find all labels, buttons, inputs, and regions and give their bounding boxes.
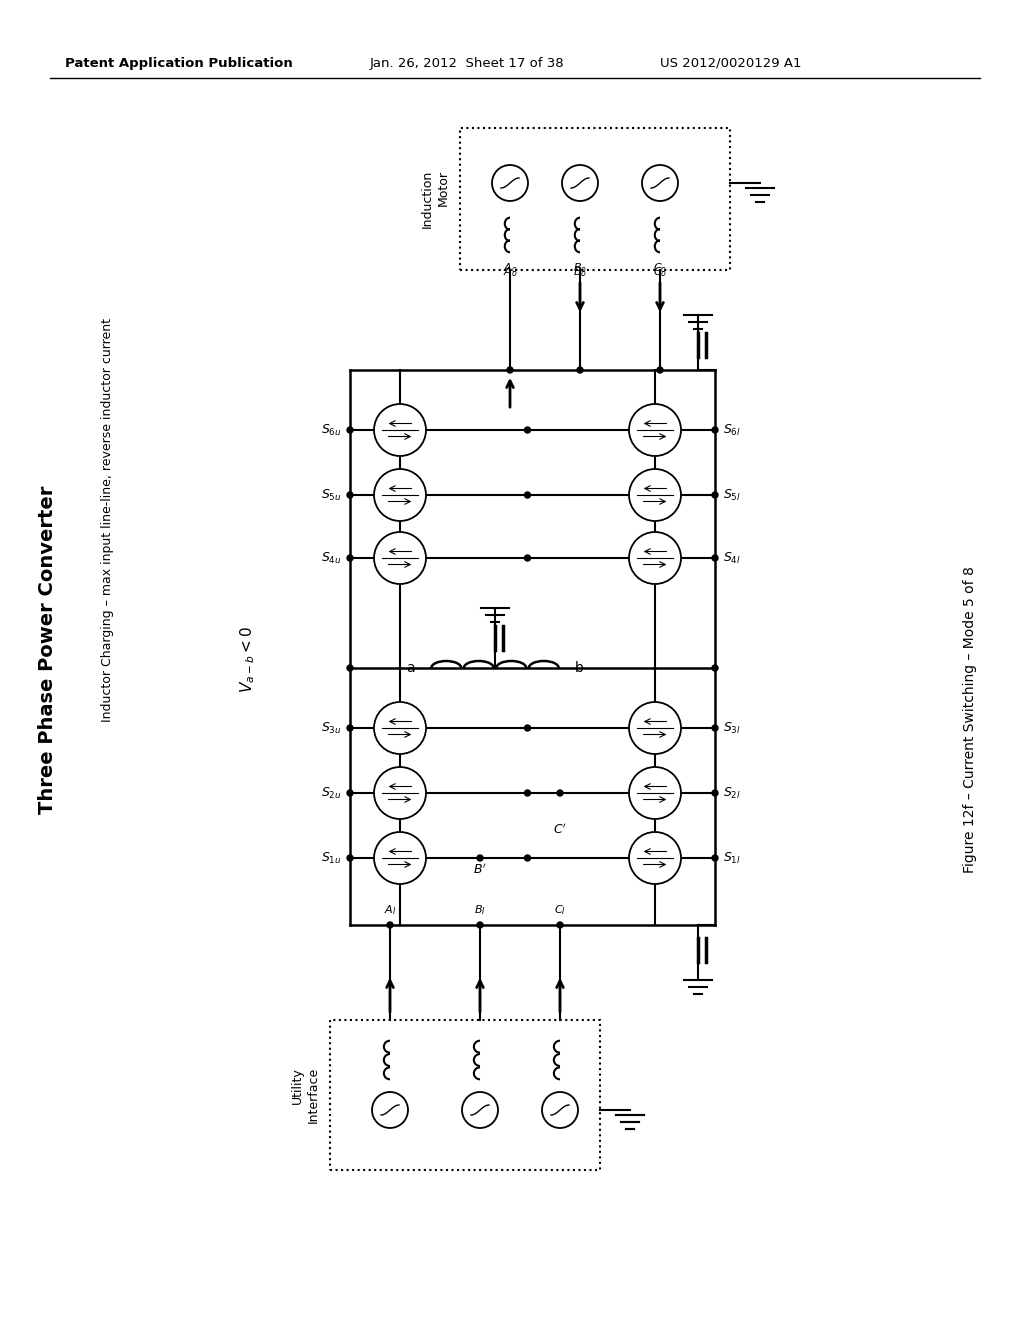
Text: $A_I$: $A_I$: [384, 903, 396, 917]
Circle shape: [374, 832, 426, 884]
Text: Induction
Motor: Induction Motor: [421, 170, 450, 228]
Circle shape: [477, 921, 483, 928]
Text: $S_{4l}$: $S_{4l}$: [723, 550, 741, 565]
Circle shape: [387, 921, 393, 928]
Circle shape: [557, 789, 563, 796]
Text: $A_o$: $A_o$: [503, 265, 517, 279]
Circle shape: [712, 665, 718, 671]
Text: Three Phase Power Converter: Three Phase Power Converter: [39, 486, 57, 814]
Circle shape: [374, 767, 426, 818]
Text: $B'$: $B'$: [473, 863, 486, 878]
Text: $B_o$: $B_o$: [573, 265, 587, 279]
Text: Jan. 26, 2012  Sheet 17 of 38: Jan. 26, 2012 Sheet 17 of 38: [370, 57, 564, 70]
Text: Figure 12f – Current Switching – Mode 5 of 8: Figure 12f – Current Switching – Mode 5 …: [963, 566, 977, 874]
Circle shape: [347, 725, 353, 731]
Text: Inductor Charging – max input line-line, reverse inductor current: Inductor Charging – max input line-line,…: [101, 318, 115, 722]
Text: $S_{2u}$: $S_{2u}$: [322, 785, 342, 800]
Circle shape: [577, 367, 583, 374]
Circle shape: [629, 702, 681, 754]
Circle shape: [629, 767, 681, 818]
Circle shape: [374, 469, 426, 521]
Text: $S_{3u}$: $S_{3u}$: [322, 721, 342, 735]
Text: $S_{1u}$: $S_{1u}$: [322, 850, 342, 866]
Circle shape: [524, 426, 530, 433]
Circle shape: [557, 921, 563, 928]
Circle shape: [712, 855, 718, 861]
Text: $C_o$: $C_o$: [653, 261, 667, 275]
Circle shape: [347, 426, 353, 433]
Circle shape: [524, 492, 530, 498]
Circle shape: [524, 725, 530, 731]
Text: $V_{a-b} < 0$: $V_{a-b} < 0$: [239, 627, 257, 693]
Circle shape: [629, 532, 681, 583]
Text: $S_{5u}$: $S_{5u}$: [322, 487, 342, 503]
Text: $B_o$: $B_o$: [573, 261, 587, 275]
Circle shape: [347, 855, 353, 861]
Text: $S_{2l}$: $S_{2l}$: [723, 785, 741, 800]
Text: $C'$: $C'$: [553, 822, 567, 837]
Circle shape: [629, 404, 681, 455]
Text: Utility
Interface: Utility Interface: [291, 1067, 319, 1123]
Text: $C_o$: $C_o$: [653, 265, 667, 279]
Circle shape: [712, 554, 718, 561]
Circle shape: [657, 367, 663, 374]
Circle shape: [524, 855, 530, 861]
Text: $S_{1l}$: $S_{1l}$: [723, 850, 741, 866]
Text: $S_{6u}$: $S_{6u}$: [322, 422, 342, 437]
Text: $S_{4u}$: $S_{4u}$: [322, 550, 342, 565]
Circle shape: [374, 702, 426, 754]
Bar: [460, 128, 730, 271]
Bar: [330, 1020, 600, 1170]
Circle shape: [347, 554, 353, 561]
Circle shape: [477, 855, 483, 861]
Text: Patent Application Publication: Patent Application Publication: [65, 57, 293, 70]
Circle shape: [712, 426, 718, 433]
Circle shape: [347, 665, 353, 671]
Circle shape: [507, 367, 513, 374]
Circle shape: [629, 469, 681, 521]
Text: US 2012/0020129 A1: US 2012/0020129 A1: [660, 57, 802, 70]
Circle shape: [712, 725, 718, 731]
Circle shape: [712, 789, 718, 796]
Circle shape: [629, 832, 681, 884]
Text: $S_{3l}$: $S_{3l}$: [723, 721, 741, 735]
Circle shape: [374, 404, 426, 455]
Text: a: a: [407, 661, 415, 675]
Circle shape: [712, 492, 718, 498]
Text: $S_{6l}$: $S_{6l}$: [723, 422, 741, 437]
Text: $A_o$: $A_o$: [503, 261, 517, 275]
Circle shape: [524, 554, 530, 561]
Circle shape: [524, 789, 530, 796]
Circle shape: [374, 532, 426, 583]
Text: b: b: [575, 661, 584, 675]
Circle shape: [347, 789, 353, 796]
Circle shape: [347, 492, 353, 498]
Text: $S_{5l}$: $S_{5l}$: [723, 487, 741, 503]
Text: $C_I$: $C_I$: [554, 903, 566, 917]
Text: $B_I$: $B_I$: [474, 903, 485, 917]
